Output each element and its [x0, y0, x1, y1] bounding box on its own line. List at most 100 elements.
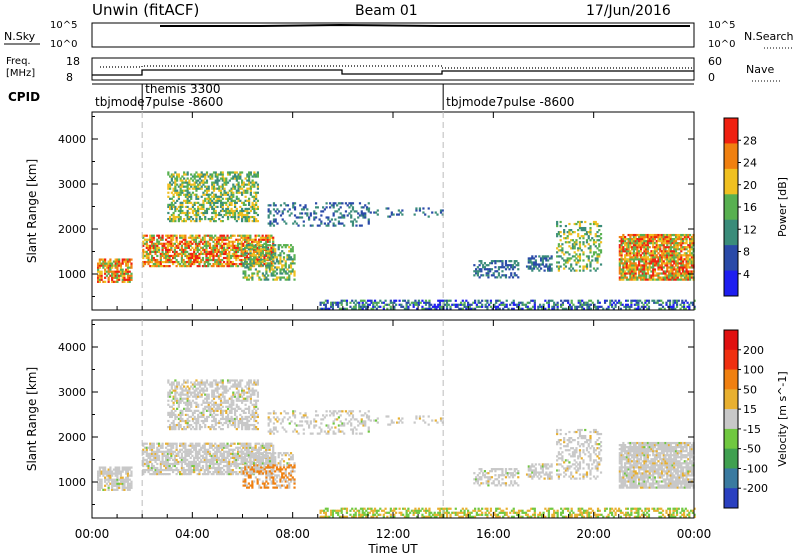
power-cell	[563, 231, 566, 234]
power-cell	[402, 299, 405, 302]
power-cell	[395, 303, 398, 306]
power-cell	[229, 240, 233, 243]
power-cell	[575, 257, 578, 260]
velocity-cell	[168, 448, 171, 451]
power-cell	[685, 262, 688, 265]
velocity-cell	[126, 466, 130, 469]
power-cell	[145, 254, 148, 258]
power-cell	[272, 220, 276, 223]
power-cell	[618, 240, 621, 243]
power-cell	[224, 256, 227, 260]
power-cell	[667, 262, 671, 265]
power-cell	[437, 299, 440, 302]
power-cell	[356, 301, 359, 304]
velocity-cell	[98, 488, 101, 491]
power-cell	[389, 299, 392, 302]
power-cell	[676, 274, 679, 277]
power-cell	[193, 260, 196, 264]
power-cell	[191, 217, 195, 221]
velocity-cell	[224, 458, 227, 462]
power-cell	[198, 177, 202, 180]
power-cell	[627, 270, 630, 273]
power-cell	[476, 274, 479, 277]
power-cell	[159, 262, 162, 266]
power-cell	[577, 255, 580, 258]
power-cell	[249, 173, 252, 176]
power-cell	[180, 250, 183, 254]
velocity-cell	[228, 462, 231, 466]
power-cell	[237, 191, 240, 194]
velocity-cell	[226, 452, 229, 455]
power-cell	[667, 274, 671, 277]
power-cell	[501, 270, 504, 273]
power-cell	[109, 258, 112, 261]
power-cell	[685, 278, 688, 281]
power-cell	[275, 266, 279, 269]
power-cell	[195, 197, 198, 200]
power-cell	[263, 262, 266, 266]
velocity-cell	[97, 482, 100, 485]
velocity-cell	[203, 460, 206, 464]
power-cell	[683, 258, 686, 261]
power-cell	[253, 171, 256, 174]
velocity-cell	[173, 464, 176, 468]
power-cell	[204, 193, 207, 196]
power-cell	[439, 211, 443, 214]
power-cell	[599, 263, 603, 266]
power-cell	[198, 181, 202, 184]
power-cell	[346, 214, 349, 217]
power-cell	[478, 264, 481, 267]
power-cell	[121, 270, 124, 273]
power-cell	[277, 254, 280, 257]
power-cell	[683, 254, 686, 257]
power-cell	[188, 193, 191, 196]
velocity-cell	[245, 464, 248, 468]
power-cell	[504, 262, 508, 265]
power-cell	[267, 216, 270, 219]
velocity-cell	[205, 464, 208, 468]
power-cell	[673, 238, 676, 241]
power-cell	[539, 257, 543, 260]
power-cell	[544, 307, 547, 310]
power-cell	[236, 246, 240, 249]
power-cell	[690, 244, 693, 247]
velocity-cell	[196, 450, 199, 453]
power-cell	[114, 266, 117, 269]
power-cell	[653, 254, 657, 257]
power-cell	[589, 251, 592, 254]
power-cell	[364, 214, 367, 217]
power-cell	[242, 270, 245, 273]
power-cell	[289, 248, 293, 251]
velocity-cell	[149, 446, 152, 449]
power-cell	[648, 242, 651, 245]
power-cell	[646, 278, 650, 281]
power-cell	[186, 201, 189, 204]
power-cell	[261, 246, 265, 249]
power-cell	[379, 299, 382, 302]
power-cell	[105, 264, 108, 267]
power-cell	[175, 234, 178, 237]
power-cell	[627, 272, 630, 275]
power-cell	[596, 299, 600, 302]
power-cell	[431, 305, 435, 308]
power-cell	[207, 175, 210, 178]
power-cell	[197, 205, 200, 209]
power-cell	[421, 305, 424, 308]
power-cell	[618, 250, 621, 253]
power-cell	[580, 229, 583, 232]
power-cell	[112, 280, 116, 283]
power-cell	[596, 267, 599, 270]
power-cell	[183, 189, 186, 192]
power-cell	[634, 258, 637, 261]
power-cell	[170, 213, 173, 217]
power-cell	[517, 307, 521, 310]
power-cell	[200, 252, 203, 256]
power-cell	[170, 205, 173, 209]
power-cell	[214, 173, 217, 176]
power-cell	[688, 248, 692, 251]
velocity-cell	[193, 462, 196, 466]
power-cell	[200, 185, 203, 188]
power-cell	[102, 264, 105, 267]
power-cell	[586, 303, 589, 306]
